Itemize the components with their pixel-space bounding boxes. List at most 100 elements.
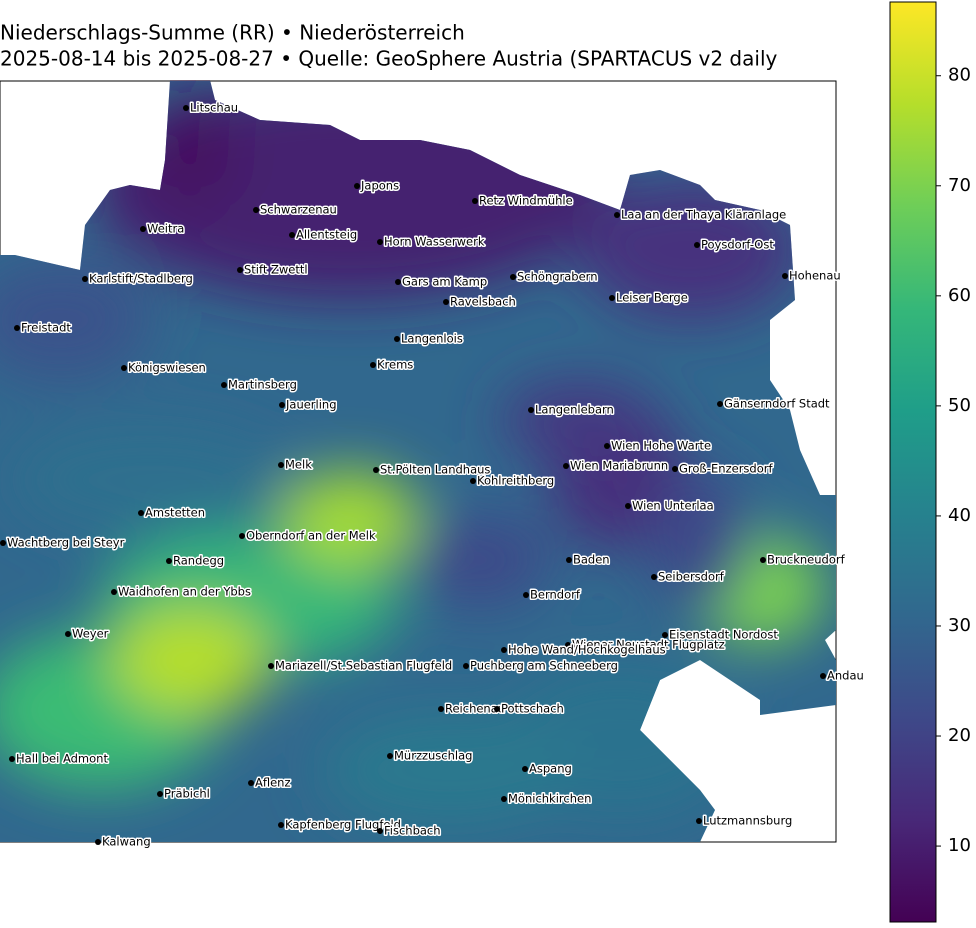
- station-label: Gänserndorf Stadt: [724, 397, 830, 411]
- station-dot: [662, 632, 668, 638]
- station-label: Mariazell/St.Sebastian Flugfeld: [275, 659, 452, 673]
- station-label: Retz Windmühle: [479, 194, 573, 208]
- station-dot: [522, 766, 528, 772]
- station-dot: [268, 663, 274, 669]
- station-dot: [472, 198, 478, 204]
- station-label: Weitra: [147, 222, 184, 236]
- station-label: Aspang: [529, 762, 572, 776]
- station-dot: [566, 557, 572, 563]
- station-dot: [614, 212, 620, 218]
- station-dot: [694, 242, 700, 248]
- station-label: Hohe Wand/Hochkogelhaus: [508, 643, 666, 657]
- station-label: Japons: [360, 179, 399, 193]
- station-dot: [470, 478, 476, 484]
- station-label: Allentsteig: [296, 228, 357, 242]
- station-dot: [463, 663, 469, 669]
- colorbar-tick-label: 40: [948, 505, 971, 526]
- station-dot: [760, 557, 766, 563]
- station-label: Horn Wasserwerk: [384, 235, 485, 249]
- station-dot: [9, 756, 15, 762]
- colorbar-tick-label: 50: [948, 395, 971, 416]
- station-dot: [501, 647, 507, 653]
- station-dot: [696, 818, 702, 824]
- station-dot: [672, 466, 678, 472]
- station-label: Wiener Neustadt Flugplatz: [572, 638, 725, 652]
- station-label: Bruckneudorf: [767, 553, 846, 567]
- station-label: Kapfenberg Flugfeld: [285, 818, 401, 832]
- station-label: Lutzmannsburg: [703, 814, 792, 828]
- station-label: Langenlebarn: [535, 403, 614, 417]
- station-dot: [494, 706, 500, 712]
- station-dot: [604, 443, 610, 449]
- station-dot: [95, 839, 101, 845]
- station-dot: [0, 540, 6, 546]
- station-label: Krems: [377, 358, 413, 372]
- station-label: Ravelsbach: [450, 295, 516, 309]
- station-dot: [651, 574, 657, 580]
- station-label: Leiser Berge: [616, 291, 688, 305]
- station-dot: [82, 276, 88, 282]
- station-dot: [377, 828, 383, 834]
- station-label: Poysdorf-Ost: [701, 238, 774, 252]
- station-label: Randegg: [173, 554, 224, 568]
- station-label: Langenlois: [401, 332, 463, 346]
- station-dot: [289, 232, 295, 238]
- station-dot: [237, 267, 243, 273]
- station-label: Hall bei Admont: [16, 752, 108, 766]
- station-label: Schöngrabern: [517, 270, 598, 284]
- station-dot: [387, 753, 393, 759]
- station-label: Groß-Enzersdorf: [679, 462, 773, 476]
- station-dot: [278, 822, 284, 828]
- station-label: Oberndorf an der Melk: [246, 529, 376, 543]
- station-dot: [563, 463, 569, 469]
- station-dot: [501, 796, 507, 802]
- station-label: Weyer: [72, 627, 109, 641]
- station-dot: [354, 183, 360, 189]
- colorbar-tick-label: 30: [948, 615, 971, 636]
- station-label: Mürzzuschlag: [394, 749, 472, 763]
- colorbar-tick-label: 70: [948, 175, 971, 196]
- precipitation-field: [0, 80, 836, 842]
- station-label: Wien Mariabrunn: [570, 459, 668, 473]
- station-label: Amstetten: [145, 506, 205, 520]
- station-label: Mönichkirchen: [508, 792, 591, 806]
- station-label: Eisenstadt Nordost: [669, 628, 778, 642]
- station-dot: [166, 558, 172, 564]
- station-dot: [565, 642, 571, 648]
- station-dot: [528, 407, 534, 413]
- station-dot: [717, 401, 723, 407]
- station-dot: [14, 325, 20, 331]
- station-dot: [121, 365, 127, 371]
- station-dot: [377, 239, 383, 245]
- station-label: Gars am Kamp: [402, 275, 487, 289]
- station-label: Kalwang: [102, 835, 151, 849]
- station-dot: [443, 299, 449, 305]
- station-label: Reichenau: [445, 702, 505, 716]
- station-dot: [782, 273, 788, 279]
- station-label: Wachtberg bei Steyr: [7, 536, 125, 550]
- station-label: Fischbach: [384, 824, 441, 838]
- station-dot: [248, 780, 254, 786]
- station-dot: [279, 402, 285, 408]
- station-label: Puchberg am Schneeberg: [470, 659, 618, 673]
- station-label: St.Pölten Landhaus: [380, 463, 490, 477]
- colorbar-tick-label: 20: [948, 725, 971, 746]
- station-label: Karlstift/Stadlberg: [89, 272, 193, 286]
- station-label: Aflenz: [255, 776, 291, 790]
- title: Niederschlags-Summe (RR) • Niederösterre…: [0, 21, 465, 45]
- station-dot: [523, 592, 529, 598]
- station-label: Wien Unterlaa: [632, 499, 714, 513]
- station-dot: [373, 467, 379, 473]
- station-dot: [111, 589, 117, 595]
- station-dot: [253, 207, 259, 213]
- station-label: Melk: [285, 458, 312, 472]
- stations: Litschau Japons Retz Windmühle Schwarzenau L…: [0, 99, 865, 850]
- station-dot: [625, 503, 631, 509]
- station-dot: [438, 706, 444, 712]
- station-dot: [239, 533, 245, 539]
- colorbar: [889, 1, 937, 923]
- station-label: Waidhofen an der Ybbs: [118, 585, 251, 599]
- station-label: Hohenau: [789, 269, 841, 283]
- station-label: Pottschach: [501, 702, 564, 716]
